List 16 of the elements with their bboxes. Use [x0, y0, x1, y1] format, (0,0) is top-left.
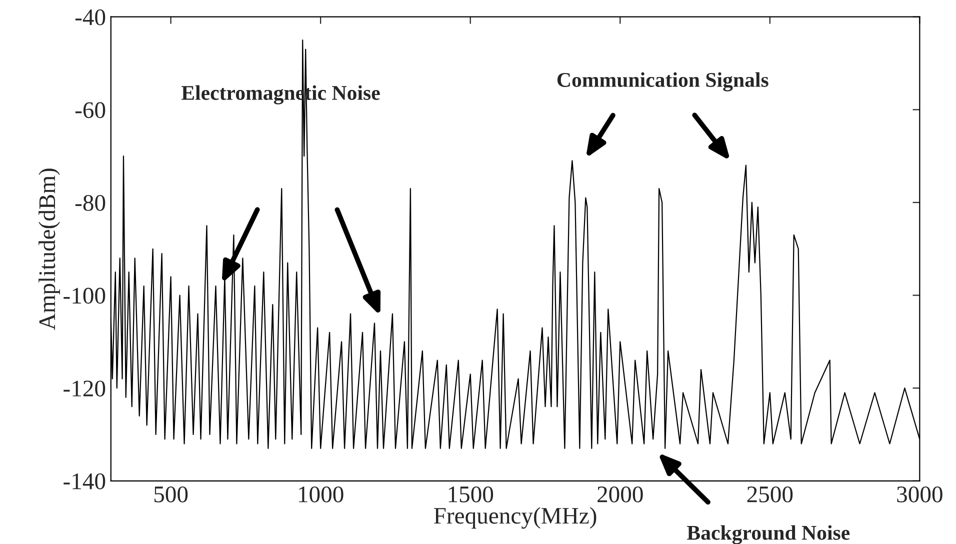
y-tick-label: -120 [64, 380, 106, 397]
x-axis-title: Frequency(MHz) [434, 507, 596, 529]
y-tick-label: -100 [64, 288, 106, 304]
x-tick-label: 2500 [747, 486, 793, 502]
y-tick-label: -40 [75, 9, 106, 26]
x-tick-label: 500 [154, 486, 188, 502]
annotation: Communication Signals [557, 72, 768, 92]
x-tick-label: 2000 [598, 486, 643, 502]
x-tick-label: 1000 [299, 486, 344, 502]
x-tick-label: 1500 [448, 486, 494, 502]
x-tick-label: 3000 [897, 486, 942, 502]
y-tick-label: -140 [64, 473, 106, 490]
y-axis-title: Amplitude(dBm) [38, 168, 60, 330]
text: Background Noise [687, 525, 850, 544]
y-tick-label: -60 [75, 102, 106, 118]
y-tick-label: -80 [75, 194, 106, 211]
